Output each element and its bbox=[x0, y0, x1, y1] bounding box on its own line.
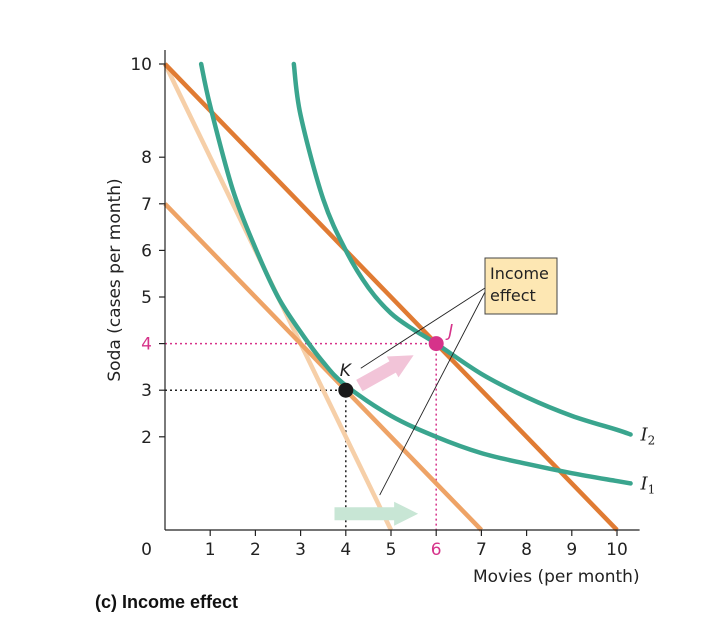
y-tick-label: 3 bbox=[141, 381, 152, 401]
curve-label-I2: I2 bbox=[640, 424, 656, 447]
chart-caption: (c) Income effect bbox=[95, 592, 238, 612]
y-tick-label: 10 bbox=[130, 55, 152, 75]
x-tick-label: 1 bbox=[205, 540, 216, 560]
x-tick-label: 7 bbox=[476, 540, 487, 560]
y-tick-label: 5 bbox=[141, 288, 152, 308]
y-axis-title: Soda (cases per month) bbox=[105, 178, 125, 381]
point-label-J: J bbox=[445, 322, 453, 342]
indifference-curves bbox=[198, 61, 633, 486]
x-tick-label: 6 bbox=[431, 540, 442, 560]
callout-text-line: Income bbox=[490, 264, 549, 283]
curve-label-I1: I1 bbox=[640, 473, 656, 496]
callout-text-line: effect bbox=[490, 286, 536, 305]
effect-arrow-diagonal bbox=[356, 355, 414, 392]
y-tick-label: 7 bbox=[141, 195, 152, 215]
x-tick-label: 4 bbox=[340, 540, 351, 560]
budget-line-new-higher bbox=[163, 62, 619, 532]
points bbox=[338, 336, 444, 398]
point-label-K: K bbox=[340, 361, 353, 381]
y-tick-label: 4 bbox=[141, 335, 152, 355]
indifference-curve-I1 bbox=[198, 61, 633, 486]
y-tick-label: 6 bbox=[141, 241, 152, 261]
x-tick-label: 10 bbox=[606, 540, 628, 560]
callout-pointer-lower bbox=[379, 291, 486, 496]
labels: I1 I2 K J bbox=[340, 322, 656, 497]
x-axis-title: Movies (per month) bbox=[473, 567, 640, 587]
x-tick-label: 9 bbox=[566, 540, 577, 560]
income-effect-callout: Income effect bbox=[360, 257, 558, 496]
axes: 1 2 3 4 5 6 7 8 9 10 2 3 4 5 6 7 8 10 0 Movies (per month) S… bbox=[95, 50, 640, 612]
callout-box bbox=[484, 257, 558, 315]
y-tick-label: 8 bbox=[141, 148, 152, 168]
point-J bbox=[428, 336, 444, 352]
effect-arrow-horizontal bbox=[334, 501, 419, 526]
y-tick-label: 2 bbox=[141, 428, 152, 448]
x-tick-label: 3 bbox=[295, 540, 306, 560]
point-K bbox=[338, 382, 354, 398]
x-tick-label: 5 bbox=[386, 540, 397, 560]
callout-pointer-upper bbox=[360, 287, 486, 369]
budget-line-new-lower bbox=[163, 202, 484, 532]
origin-label: 0 bbox=[141, 540, 152, 560]
x-tick-label: 8 bbox=[521, 540, 532, 560]
x-tick-label: 2 bbox=[250, 540, 261, 560]
effect-arrows bbox=[334, 355, 419, 526]
indifference-curve-I2 bbox=[291, 61, 633, 437]
